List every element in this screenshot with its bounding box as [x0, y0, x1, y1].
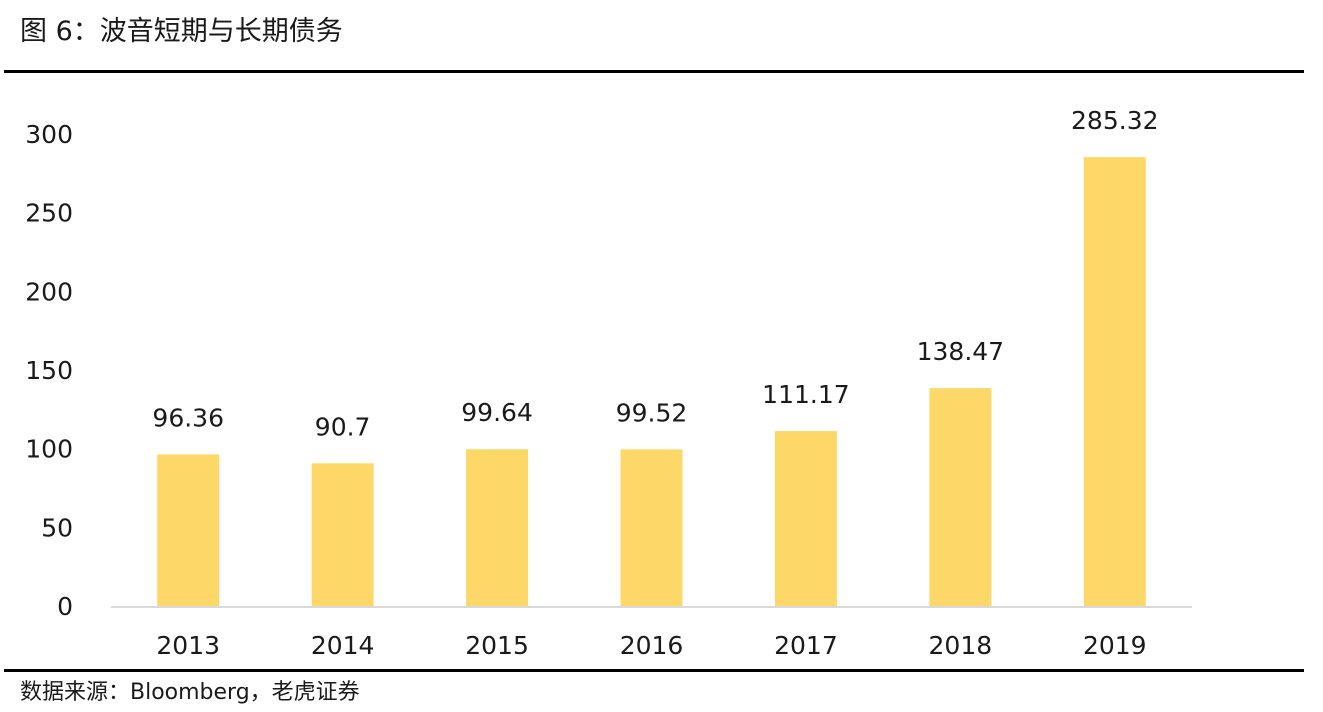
- x-tick-label: 2017: [774, 631, 838, 660]
- bar: [311, 463, 374, 606]
- x-tick-label: 2018: [929, 631, 993, 660]
- bars-group: [157, 157, 1146, 606]
- data-label: 138.47: [917, 337, 1004, 366]
- y-tick-label: 200: [25, 277, 73, 306]
- data-label: 90.7: [315, 412, 371, 441]
- source-note: 数据来源：Bloomberg，老虎证券: [20, 680, 360, 705]
- y-tick-label: 250: [25, 199, 73, 228]
- data-label: 96.36: [152, 403, 224, 432]
- bar: [929, 388, 992, 606]
- bar: [774, 431, 837, 606]
- y-tick-label: 50: [41, 513, 73, 542]
- figure-title: 图 6：波音短期与长期债务: [20, 16, 343, 47]
- bar: [466, 449, 529, 606]
- data-label: 99.64: [461, 398, 533, 427]
- bottom-rule: [4, 669, 1304, 672]
- bar: [157, 454, 220, 606]
- data-label: 111.17: [762, 380, 849, 409]
- y-tick-label: 100: [25, 435, 73, 464]
- bar: [1083, 157, 1146, 606]
- y-tick-label: 300: [25, 120, 73, 149]
- bar: [620, 449, 683, 606]
- y-axis-ticks: 0 50 100 150 200 250 300: [25, 120, 73, 621]
- top-rule: [4, 70, 1304, 73]
- y-tick-label: 0: [57, 592, 73, 621]
- x-tick-label: 2014: [311, 631, 375, 660]
- x-axis-ticks: 2013 2014 2015 2016 2017 2018 2019: [156, 631, 1146, 660]
- x-tick-label: 2016: [620, 631, 684, 660]
- x-tick-label: 2015: [465, 631, 529, 660]
- data-labels-group: 96.36 90.7 99.64 99.52 111.17 138.47 285.32: [152, 106, 1158, 441]
- data-label: 99.52: [616, 398, 688, 427]
- x-tick-label: 2013: [156, 631, 220, 660]
- y-tick-label: 150: [25, 356, 73, 385]
- data-label: 285.32: [1071, 106, 1158, 135]
- x-tick-label: 2019: [1083, 631, 1147, 660]
